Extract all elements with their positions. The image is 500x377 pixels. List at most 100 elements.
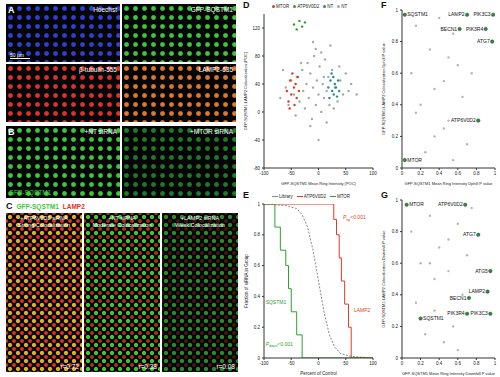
html-text:Strong Colocalization: Strong Colocalization <box>18 221 70 228</box>
svg-text:100: 100 <box>369 361 377 366</box>
svg-text:ATP6V0D2: ATP6V0D2 <box>451 117 476 123</box>
svg-text:0.6: 0.6 <box>455 361 462 366</box>
svg-text:-100: -100 <box>259 171 269 176</box>
svg-text:PIK3R4: PIK3R4 <box>447 310 464 316</box>
svg-text:ATG5: ATG5 <box>475 268 488 274</box>
html-text:+NT siRNA: +NT siRNA <box>108 215 136 221</box>
svg-text:Pdown<0.001: Pdown<0.001 <box>266 341 293 349</box>
svg-text:50: 50 <box>343 171 349 176</box>
svg-text:SQSTM1: SQSTM1 <box>423 315 444 321</box>
html-text:LAMP2: LAMP2 <box>62 203 85 210</box>
svg-text:0: 0 <box>395 166 398 171</box>
svg-text:PIK3C3: PIK3C3 <box>471 310 488 316</box>
svg-text:-50: -50 <box>288 171 295 176</box>
svg-text:ATG7: ATG7 <box>463 231 476 237</box>
svg-text:0: 0 <box>317 361 320 366</box>
html-text:50 µm: 50 µm <box>10 51 24 58</box>
html-text:A: A <box>8 5 15 15</box>
html-text:LAMP2-635: LAMP2-635 <box>198 66 233 73</box>
svg-text:0.6: 0.6 <box>455 171 462 176</box>
svg-text:0.2: 0.2 <box>392 324 399 329</box>
svg-text:ATG7: ATG7 <box>477 38 490 44</box>
svg-text:PIK3C3: PIK3C3 <box>473 11 490 17</box>
svg-text:0: 0 <box>401 171 404 176</box>
svg-text:Percent of Control: Percent of Control <box>300 371 336 376</box>
svg-text:0.4: 0.4 <box>254 294 261 299</box>
html-text:C GFP-SQSTM1: C GFP-SQSTM1 <box>6 201 59 211</box>
html-text:r=0.38: r=0.38 <box>138 363 157 370</box>
svg-text:0.4: 0.4 <box>436 171 443 176</box>
svg-text:LAMP2: LAMP2 <box>448 11 465 17</box>
svg-text:80: 80 <box>255 54 261 59</box>
svg-text:40: 40 <box>255 82 261 87</box>
svg-text:0.8: 0.8 <box>473 171 480 176</box>
svg-text:GFP-SQSTM1 Mean Ring Intensity: GFP-SQSTM1 Mean Ring Intensity Uphill P … <box>405 181 492 186</box>
svg-text:120: 120 <box>252 26 260 31</box>
html-text:+MTOR siRNA: +MTOR siRNA <box>190 128 233 135</box>
html-text:B: B <box>8 127 15 137</box>
html-text:MTOR: MTOR <box>276 4 290 9</box>
svg-text:0: 0 <box>257 110 260 115</box>
svg-text:0.8: 0.8 <box>392 39 399 44</box>
svg-text:GFP-SQSTM1:LAMP2 Colocalizatio: GFP-SQSTM1:LAMP2 Colocalization Downhill… <box>381 230 386 328</box>
svg-text:0.4: 0.4 <box>392 292 399 297</box>
svg-text:1: 1 <box>395 198 398 203</box>
svg-text:0: 0 <box>401 361 404 366</box>
svg-text:Pup<0.001: Pup<0.001 <box>343 214 366 222</box>
svg-text:0: 0 <box>395 356 398 361</box>
svg-text:BECN1: BECN1 <box>450 295 467 301</box>
svg-text:GFP-SQSTM1 Mean Ring Intensity: GFP-SQSTM1 Mean Ring Intensity (POC) <box>281 181 357 186</box>
svg-text:0.6: 0.6 <box>392 71 399 76</box>
html-text:Hoechst: Hoechst <box>93 6 117 13</box>
html-text:ATP6V0D2: ATP6V0D2 <box>297 4 320 9</box>
svg-text:MTOR: MTOR <box>407 157 422 163</box>
html-text:G: G <box>381 190 388 200</box>
html-text:F: F <box>381 0 387 10</box>
svg-text:0.8: 0.8 <box>392 229 399 234</box>
svg-text:-80: -80 <box>253 166 260 171</box>
html-text:GFP-SQSTM1: GFP-SQSTM1 <box>190 6 233 13</box>
svg-text:0: 0 <box>317 171 320 176</box>
svg-text:SQSTM1: SQSTM1 <box>407 11 428 17</box>
svg-text:0.2: 0.2 <box>392 134 399 139</box>
svg-text:100: 100 <box>369 171 377 176</box>
html-text:+NT siRNA: +NT siRNA <box>84 128 117 135</box>
svg-text:SQSTM1: SQSTM1 <box>266 299 287 305</box>
svg-text:ATP6V0D2: ATP6V0D2 <box>438 201 463 207</box>
svg-text:MTOR: MTOR <box>409 201 424 207</box>
svg-text:-50: -50 <box>288 361 295 366</box>
html-text:+ATP6V0D2 siRNA: +ATP6V0D2 siRNA <box>20 215 68 221</box>
svg-text:0: 0 <box>257 356 260 361</box>
svg-text:0.4: 0.4 <box>436 361 443 366</box>
svg-text:-40: -40 <box>253 138 260 143</box>
svg-text:1: 1 <box>257 202 260 207</box>
svg-text:0.2: 0.2 <box>254 325 261 330</box>
svg-text:GFP-SQSTM1:LAMP2 Colocalizatio: GFP-SQSTM1:LAMP2 Colocalization (POC) <box>243 51 248 130</box>
svg-text:0.4: 0.4 <box>392 102 399 107</box>
svg-text:GFP-SQSTM1:LAMP2 Colocalizatio: GFP-SQSTM1:LAMP2 Colocalization Uphill P… <box>381 42 386 135</box>
svg-text:0.8: 0.8 <box>254 232 261 237</box>
svg-text:GFP-SQSTM1 Mean Ring Intensity: GFP-SQSTM1 Mean Ring Intensity Downhill … <box>402 371 492 376</box>
svg-text:1: 1 <box>395 8 398 13</box>
svg-text:LAMP2: LAMP2 <box>469 288 486 294</box>
svg-text:BECN1: BECN1 <box>440 26 457 32</box>
svg-text:-100: -100 <box>259 361 269 366</box>
html-text:Weak Colocalization: Weak Colocalization <box>175 221 225 228</box>
svg-text:PIK3R4: PIK3R4 <box>466 26 483 32</box>
html-text:Moderate Colocalization: Moderate Colocalization <box>92 221 152 228</box>
html-text:+LAMP2 siRNA: +LAMP2 siRNA <box>180 215 220 221</box>
svg-text:0.8: 0.8 <box>473 361 480 366</box>
svg-text:0.2: 0.2 <box>417 171 424 176</box>
html-text:GFP-SQSTM1: GFP-SQSTM1 <box>9 189 52 196</box>
svg-text:Fraction of siRNA in Group: Fraction of siRNA in Group <box>244 254 249 308</box>
html-text:E: E <box>243 190 249 200</box>
svg-text:50: 50 <box>343 361 349 366</box>
svg-text:LAMP2: LAMP2 <box>354 307 371 313</box>
svg-text:0.2: 0.2 <box>417 361 424 366</box>
svg-text:0.6: 0.6 <box>254 263 261 268</box>
html-text:r=0.08: r=0.08 <box>216 363 235 370</box>
html-text:D: D <box>243 0 250 10</box>
svg-text:0.6: 0.6 <box>392 261 399 266</box>
html-text:β-tubulin-555: β-tubulin-555 <box>78 66 117 73</box>
html-text:r=0.72: r=0.72 <box>60 363 79 370</box>
